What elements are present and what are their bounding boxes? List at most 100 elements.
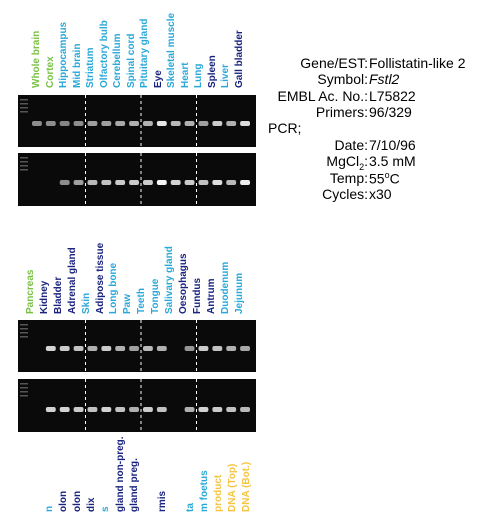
- gel-band: [240, 407, 250, 412]
- gel-band: [226, 180, 237, 185]
- gel-band: [170, 121, 181, 126]
- embl-value: L75822: [369, 88, 416, 104]
- panel2-gel-top: [18, 320, 256, 372]
- panel1-gel-top: [18, 95, 256, 147]
- mgcl-value: 3.5 mM: [369, 153, 416, 169]
- gel-band: [45, 407, 56, 412]
- mgcl-colon: :: [364, 153, 368, 169]
- gene-info-block: Gene/EST: Follistatin-like 2 Symbol: Fst…: [0, 0, 487, 240]
- lane-label: m foetus: [199, 470, 211, 512]
- gel-band: [101, 121, 112, 126]
- ladder-mark: [20, 169, 28, 171]
- gel-band: [143, 407, 153, 412]
- ladder-mark: [20, 157, 28, 159]
- lane-label: Oesophagus: [177, 253, 189, 314]
- gel-band: [226, 346, 237, 351]
- gel-band: [101, 346, 112, 351]
- lane-label: Teeth: [136, 288, 148, 314]
- lane-label: gland non-preg.: [114, 436, 126, 512]
- gel-band: [184, 346, 195, 351]
- gel-band: [59, 180, 70, 185]
- primers-value: 96/329: [369, 104, 412, 120]
- symbol-value: Fstl2: [369, 71, 400, 87]
- ladder-mark: [20, 107, 28, 109]
- gel-band: [115, 346, 126, 351]
- ladder-mark: [20, 99, 28, 101]
- gel-band: [143, 346, 153, 351]
- ladder-mark: [20, 383, 28, 385]
- lane-label: n: [44, 505, 55, 512]
- gel-band: [184, 121, 195, 126]
- gel-band: [184, 407, 195, 412]
- ladder-mark: [20, 103, 28, 105]
- lane-label: Tongue: [150, 278, 162, 314]
- ladder-mark: [20, 328, 28, 330]
- gel-band: [184, 180, 195, 185]
- gel-band: [129, 121, 139, 126]
- gel-band: [212, 121, 223, 126]
- gel-band: [198, 121, 209, 126]
- gel-band: [198, 180, 209, 185]
- embl-key: EMBL Ac. No.:: [277, 88, 368, 104]
- gel-band: [45, 346, 56, 351]
- ladder-mark: [20, 161, 28, 163]
- gel-band: [87, 407, 98, 412]
- gel-band: [115, 407, 126, 412]
- gel-band: [59, 346, 70, 351]
- lane-label: product: [213, 474, 225, 512]
- gel-band: [101, 407, 112, 412]
- lane-label: gland preg.: [128, 458, 140, 512]
- gel-band: [115, 180, 126, 185]
- date-value: 7/10/96: [369, 137, 416, 153]
- gel-band: [240, 180, 250, 185]
- lane-label: Skin: [80, 292, 92, 314]
- gel-band: [212, 180, 223, 185]
- gel-band: [115, 121, 126, 126]
- gel-band: [156, 121, 167, 126]
- gel-band: [129, 180, 139, 185]
- date-key: Date:: [334, 137, 368, 153]
- temp-unit: C: [389, 170, 400, 187]
- temp-value: 55oC: [369, 170, 400, 187]
- gel-band: [240, 121, 250, 126]
- lane-label: Adrenal gland: [66, 247, 78, 314]
- gel-band: [87, 346, 98, 351]
- lane-label: rmis: [156, 490, 168, 512]
- lane-label: Jejunum: [233, 272, 245, 314]
- lane-label: DNA (Top): [227, 463, 239, 512]
- gel-band: [212, 346, 223, 351]
- lane-label: Antrum: [205, 278, 217, 314]
- ladder-mark: [20, 332, 28, 334]
- lane-label: Paw: [122, 293, 134, 314]
- ladder-mark: [20, 387, 28, 389]
- gel-band: [156, 407, 167, 412]
- gel-band: [170, 180, 181, 185]
- lane-label: Salivary gland: [164, 246, 175, 314]
- gel-band: [129, 346, 139, 351]
- cycles-value: x30: [369, 186, 392, 202]
- gel-band: [226, 407, 237, 412]
- temp-key: Temp:: [329, 170, 368, 186]
- lane-label: Pancreas: [25, 269, 36, 314]
- gel-band: [129, 407, 139, 412]
- gel-band: [156, 346, 167, 351]
- lane-label: s: [100, 506, 112, 512]
- gel-band: [59, 407, 70, 412]
- mgcl-key: MgCl2:: [326, 153, 368, 172]
- pcr-key: PCR;: [268, 120, 302, 136]
- ladder-mark: [20, 111, 28, 113]
- gel-band: [198, 407, 209, 412]
- gel-band: [32, 121, 42, 126]
- lane-label: olon: [58, 490, 70, 512]
- gel-band: [45, 121, 56, 126]
- gel-band: [87, 121, 98, 126]
- primers-key: Primers:: [315, 104, 368, 120]
- gel-band: [226, 121, 237, 126]
- gel-band: [73, 346, 84, 351]
- gel-band: [198, 346, 209, 351]
- gene-value: Follistatin-like 2: [369, 55, 466, 71]
- lane-label: Long bone: [108, 262, 120, 314]
- temp-number: 55: [369, 170, 385, 187]
- temp-degree: o: [384, 170, 390, 180]
- mgcl-subscript: 2: [359, 161, 365, 172]
